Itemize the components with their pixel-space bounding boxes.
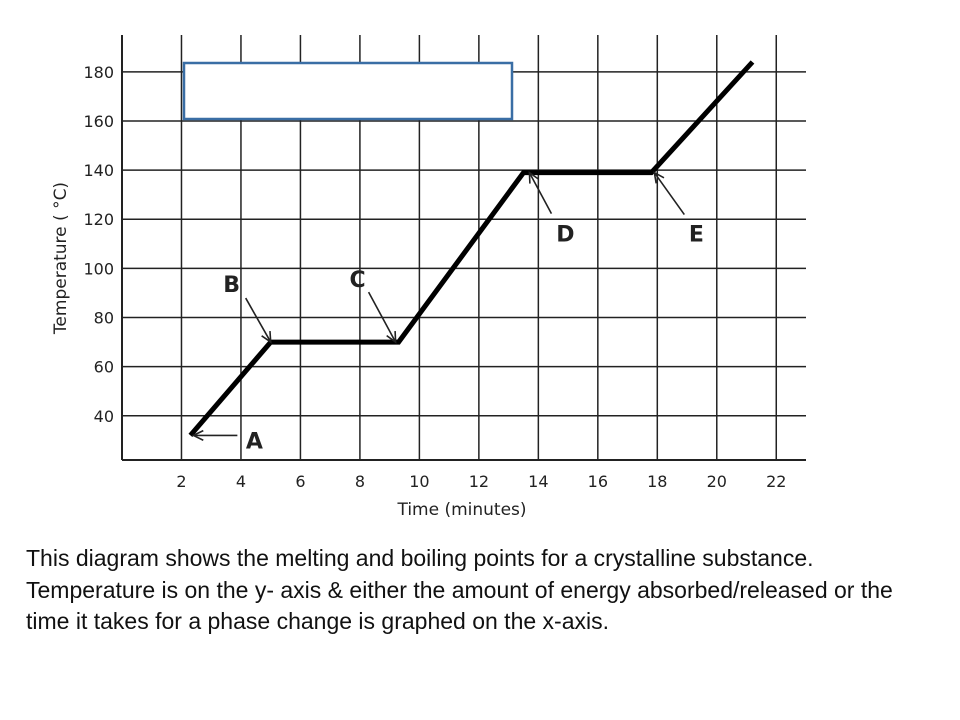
x-tick-label-2: 2 <box>176 472 186 491</box>
x-tick-labels: 2 4 6 8 10 12 14 16 18 20 22 <box>176 472 786 491</box>
annotation-arrowhead-d <box>528 170 539 184</box>
annotation-label-c: C <box>350 268 366 293</box>
x-tick-label-4: 4 <box>236 472 246 491</box>
x-tick-label-10: 10 <box>409 472 429 491</box>
x-axis-title: Time (minutes) <box>396 500 526 520</box>
y-tick-label-80: 80 <box>94 309 114 328</box>
annotation-arrowhead-e <box>653 171 665 184</box>
series-line <box>188 60 755 438</box>
annotation-label-b: B <box>223 273 240 298</box>
x-tick-label-22: 22 <box>766 472 786 491</box>
annotation-arrow-c <box>367 291 397 343</box>
y-tick-label-180: 180 <box>83 63 114 82</box>
blank-label-box <box>182 61 514 121</box>
y-tick-label-40: 40 <box>94 407 114 426</box>
annotation-label-e: E <box>689 223 704 248</box>
x-tick-label-18: 18 <box>647 472 667 491</box>
caption-text: This diagram shows the melting and boili… <box>26 545 893 634</box>
annotation-label-a: A <box>246 429 263 454</box>
series-line-group <box>188 60 755 438</box>
annotations: A B C D E <box>191 170 704 454</box>
annotation-arrowhead-c <box>386 331 397 344</box>
x-tick-label-20: 20 <box>707 472 727 491</box>
annotation-arrow-d <box>528 172 553 214</box>
x-tick-label-12: 12 <box>469 472 489 491</box>
annotation-arrowhead-a <box>191 429 204 441</box>
x-tick-label-16: 16 <box>588 472 608 491</box>
y-tick-labels: 40 60 80 100 120 140 160 180 <box>83 63 114 426</box>
annotation-arrow-e <box>653 172 685 216</box>
y-tick-label-160: 160 <box>83 112 114 131</box>
annotation-arrow-b <box>245 297 272 343</box>
heating-curve-chart: 2 4 6 8 10 12 14 16 18 20 22 40 60 80 100 120 140 160 180… <box>51 35 806 520</box>
x-tick-label-8: 8 <box>355 472 365 491</box>
y-tick-label-60: 60 <box>94 358 114 377</box>
x-tick-label-6: 6 <box>295 472 305 491</box>
annotation-label-d: D <box>556 223 574 248</box>
y-tick-label-120: 120 <box>83 210 114 229</box>
y-tick-label-140: 140 <box>83 161 114 180</box>
x-tick-label-14: 14 <box>528 472 548 491</box>
y-tick-label-100: 100 <box>83 259 114 278</box>
y-axis-title: Temperature ( °C) <box>51 182 71 335</box>
annotation-arrowhead-b <box>261 331 272 344</box>
